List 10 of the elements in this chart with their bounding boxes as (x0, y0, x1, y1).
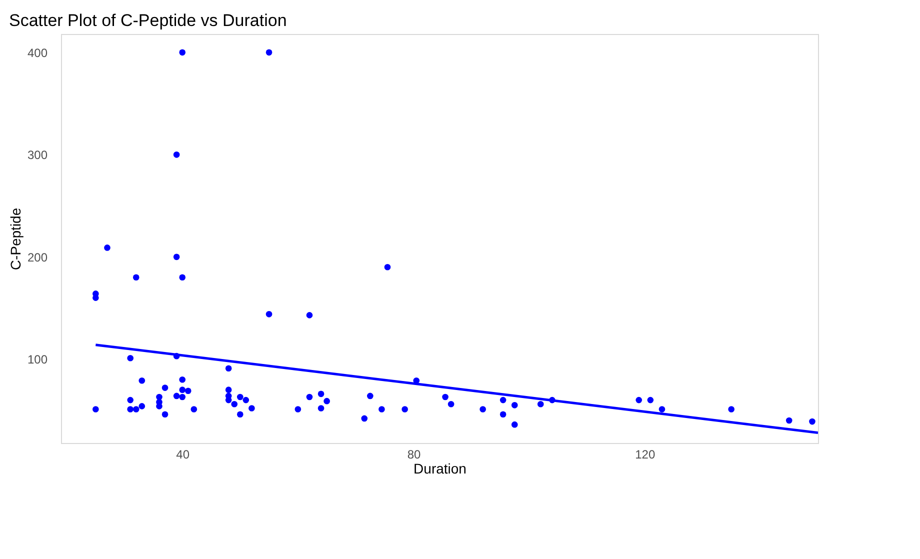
y-axis-title: C-Peptide (7, 208, 24, 270)
y-tick-label: 200 (27, 250, 48, 264)
chart-title: Scatter Plot of C-Peptide vs Duration (8, 11, 287, 30)
y-tick-label: 300 (27, 148, 48, 162)
x-tick-label: 120 (635, 448, 656, 462)
x-tick-label: 40 (176, 448, 190, 462)
y-tick-label: 400 (27, 46, 48, 60)
x-tick-label: 80 (407, 448, 421, 462)
y-tick-label: 100 (27, 352, 48, 367)
x-axis-title: Duration (414, 460, 466, 476)
